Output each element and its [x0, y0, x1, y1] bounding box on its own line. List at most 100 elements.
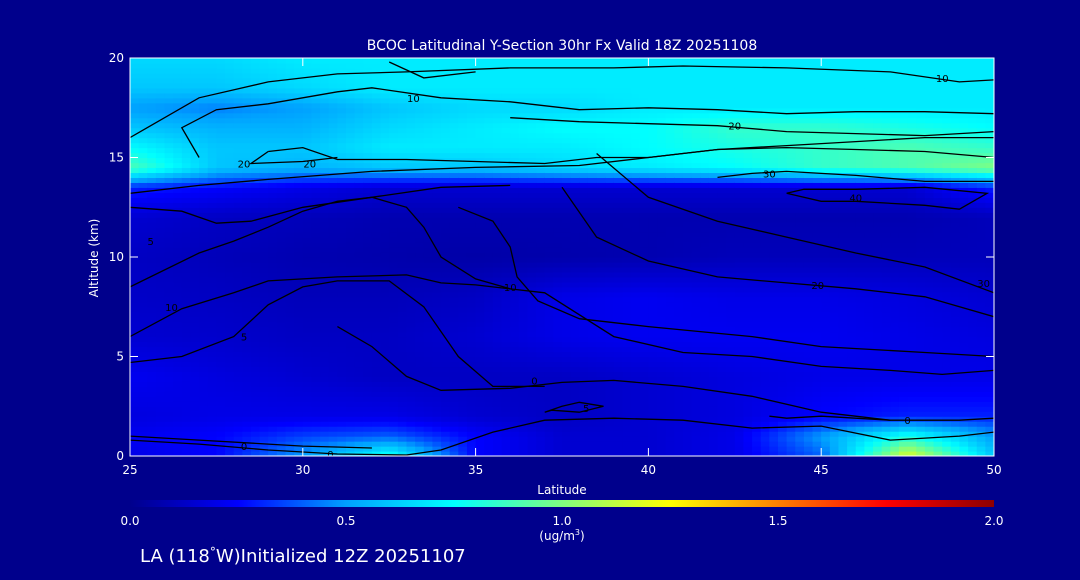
- heatmap-cell: [648, 73, 657, 79]
- heatmap-cell: [432, 172, 441, 178]
- heatmap-cell: [311, 327, 320, 333]
- heatmap-cell: [337, 322, 346, 328]
- heatmap-cell: [432, 128, 441, 134]
- heatmap-cell: [657, 212, 666, 218]
- heatmap-cell: [640, 138, 649, 144]
- heatmap-cell: [597, 217, 606, 223]
- heatmap-cell: [294, 227, 303, 233]
- heatmap-cell: [303, 217, 312, 223]
- heatmap-cell: [139, 227, 148, 233]
- heatmap-cell: [571, 406, 580, 412]
- heatmap-cell: [277, 416, 286, 422]
- heatmap-cell: [553, 391, 562, 397]
- heatmap-cell: [597, 207, 606, 213]
- heatmap-cell: [372, 277, 381, 283]
- heatmap-cell: [337, 267, 346, 273]
- heatmap-cell: [536, 272, 545, 278]
- heatmap-cell: [277, 88, 286, 94]
- heatmap-cell: [510, 217, 519, 223]
- heatmap-cell: [484, 361, 493, 367]
- heatmap-cell: [476, 257, 485, 263]
- heatmap-cell: [493, 352, 502, 358]
- heatmap-cell: [579, 312, 588, 318]
- heatmap-cell: [320, 83, 329, 89]
- heatmap-cell: [536, 406, 545, 412]
- heatmap-cell: [251, 406, 260, 412]
- heatmap-cell: [527, 267, 536, 273]
- heatmap-cell: [372, 406, 381, 412]
- heatmap-cell: [502, 148, 511, 154]
- heatmap-cell: [631, 177, 640, 183]
- heatmap-cell: [355, 227, 364, 233]
- heatmap-cell: [234, 297, 243, 303]
- heatmap-cell: [372, 153, 381, 159]
- heatmap-cell: [519, 83, 528, 89]
- heatmap-cell: [182, 327, 191, 333]
- heatmap-cell: [553, 128, 562, 134]
- heatmap-cell: [216, 187, 225, 193]
- heatmap-cell: [640, 182, 649, 188]
- heatmap-cell: [381, 366, 390, 372]
- heatmap-cell: [493, 128, 502, 134]
- heatmap-cell: [363, 133, 372, 139]
- heatmap-cell: [260, 317, 269, 323]
- heatmap-cell: [147, 192, 156, 198]
- heatmap-cell: [398, 366, 407, 372]
- heatmap-cell: [510, 446, 519, 452]
- heatmap-cell: [614, 222, 623, 228]
- heatmap-cell: [536, 342, 545, 348]
- heatmap-cell: [562, 252, 571, 258]
- heatmap-cell: [605, 307, 614, 313]
- heatmap-cell: [225, 317, 234, 323]
- heatmap-cell: [329, 337, 338, 343]
- heatmap-cell: [666, 431, 675, 437]
- heatmap-cell: [242, 78, 251, 84]
- heatmap-cell: [355, 371, 364, 377]
- heatmap-cell: [579, 441, 588, 447]
- heatmap-cell: [484, 357, 493, 363]
- heatmap-cell: [199, 287, 208, 293]
- heatmap-cell: [130, 118, 139, 124]
- heatmap-cell: [320, 58, 329, 64]
- heatmap-cell: [225, 162, 234, 168]
- heatmap-cell: [450, 143, 459, 149]
- heatmap-cell: [190, 192, 199, 198]
- heatmap-cell: [622, 406, 631, 412]
- heatmap-cell: [631, 262, 640, 268]
- heatmap-cell: [268, 88, 277, 94]
- heatmap-cell: [640, 73, 649, 79]
- heatmap-cell: [562, 436, 571, 442]
- heatmap-cell: [605, 421, 614, 427]
- heatmap-cell: [622, 371, 631, 377]
- heatmap-cell: [502, 312, 511, 318]
- heatmap-cell: [216, 103, 225, 109]
- heatmap-cell: [311, 396, 320, 402]
- heatmap-cell: [139, 202, 148, 208]
- heatmap-cell: [216, 307, 225, 313]
- heatmap-cell: [216, 287, 225, 293]
- heatmap-cell: [640, 187, 649, 193]
- heatmap-cell: [165, 272, 174, 278]
- heatmap-cell: [527, 431, 536, 437]
- heatmap-cell: [372, 148, 381, 154]
- heatmap-cell: [234, 277, 243, 283]
- heatmap-cell: [424, 332, 433, 338]
- heatmap-cell: [294, 376, 303, 382]
- heatmap-cell: [458, 192, 467, 198]
- heatmap-cell: [216, 58, 225, 64]
- heatmap-cell: [190, 58, 199, 64]
- heatmap-cell: [156, 376, 165, 382]
- heatmap-cell: [156, 158, 165, 164]
- heatmap-cell: [398, 441, 407, 447]
- heatmap-cell: [381, 401, 390, 407]
- heatmap-cell: [165, 361, 174, 367]
- heatmap-cell: [208, 237, 217, 243]
- heatmap-cell: [147, 227, 156, 233]
- heatmap-cell: [277, 337, 286, 343]
- heatmap-cell: [484, 153, 493, 159]
- heatmap-cell: [216, 118, 225, 124]
- heatmap-cell: [260, 232, 269, 238]
- heatmap-cell: [286, 347, 295, 353]
- heatmap-cell: [519, 366, 528, 372]
- heatmap-cell: [381, 352, 390, 358]
